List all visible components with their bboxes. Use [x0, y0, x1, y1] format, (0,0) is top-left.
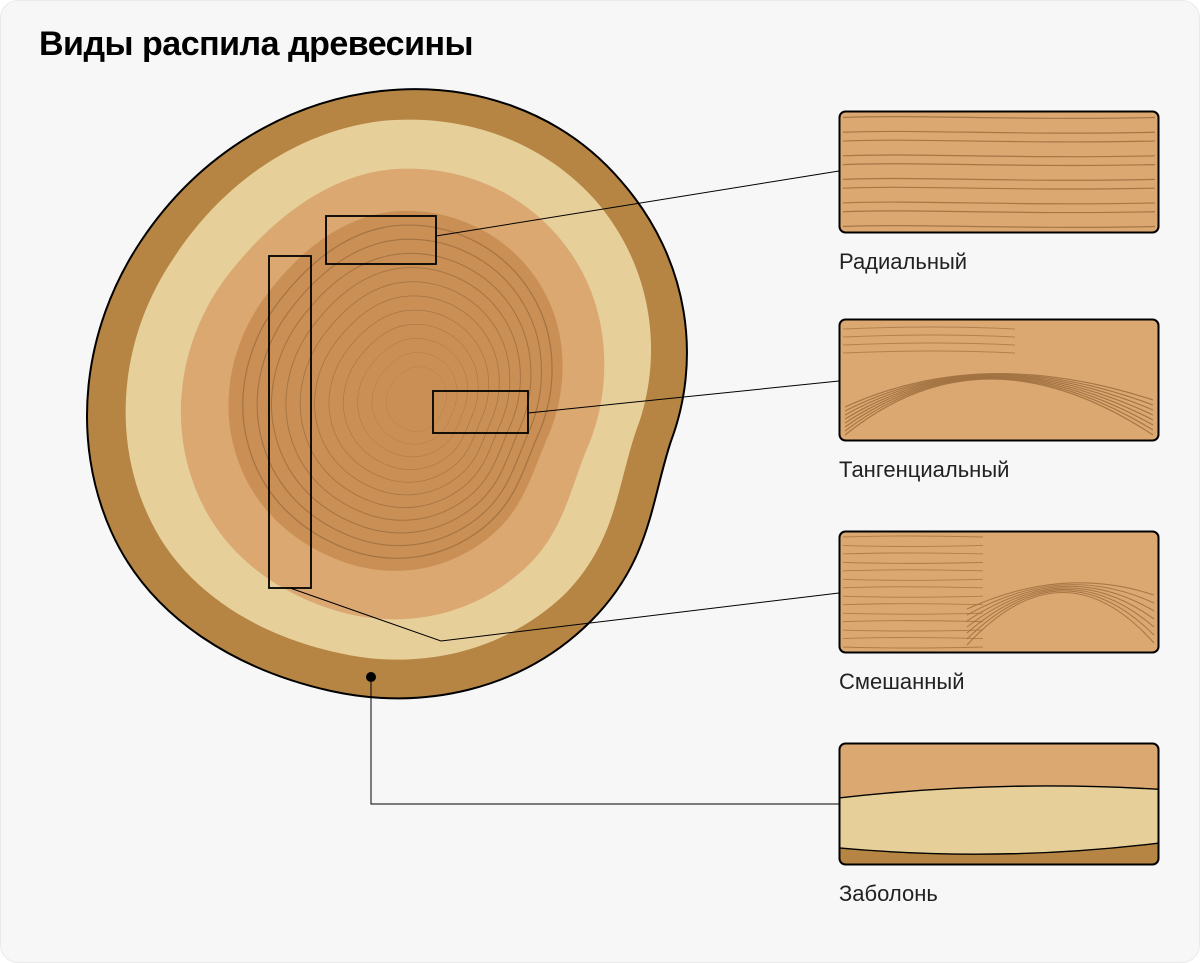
label-tangential: Тангенциальный — [839, 457, 1009, 483]
diagram-stage — [1, 1, 1200, 963]
selector-sapwood-point — [366, 672, 376, 682]
panel-radial — [839, 111, 1159, 233]
label-radial: Радиальный — [839, 249, 967, 275]
label-sapwood: Заболонь — [839, 881, 938, 907]
panel-mixed — [839, 531, 1159, 653]
label-mixed: Смешанный — [839, 669, 965, 695]
sample-panels — [839, 111, 1159, 865]
panel-sapwood — [839, 743, 1159, 865]
infographic-card: Виды распила древесины РадиальныйТангенц… — [0, 0, 1200, 963]
panel-tangential — [839, 319, 1159, 441]
log-cross-section — [87, 89, 687, 698]
